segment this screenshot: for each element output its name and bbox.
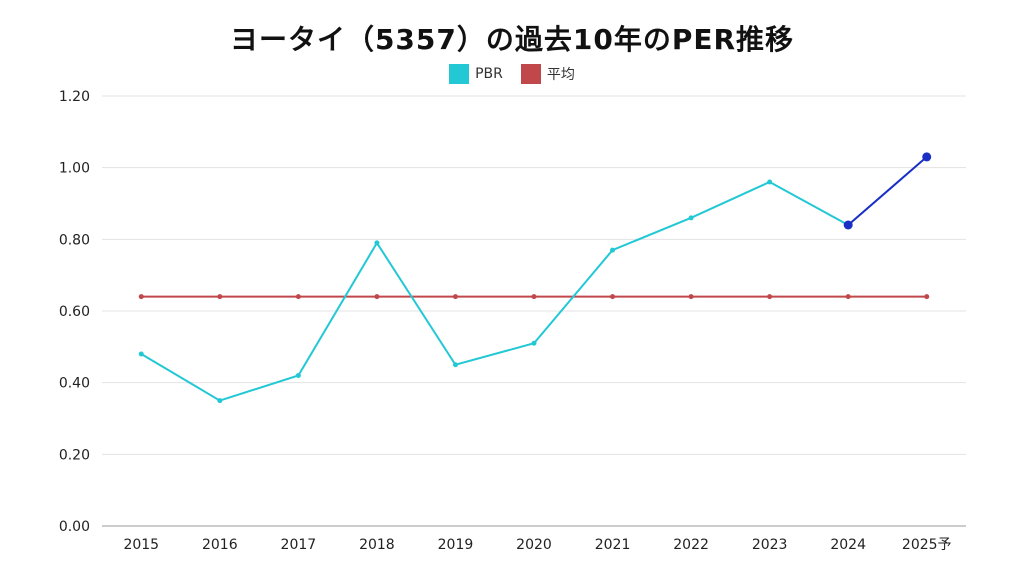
legend-swatch-pbr xyxy=(449,64,470,84)
average-point xyxy=(138,294,144,300)
average-point xyxy=(531,294,537,300)
pbr-point xyxy=(610,247,616,253)
average-point xyxy=(924,294,930,300)
x-tick-label: 2018 xyxy=(359,537,395,553)
pbr-point xyxy=(922,152,932,162)
y-tick-label: 0.40 xyxy=(59,376,90,392)
average-point xyxy=(452,294,458,300)
average-point xyxy=(295,294,301,300)
average-point xyxy=(610,294,616,300)
series-line-pbr-forecast xyxy=(847,156,928,226)
y-tick-label: 0.00 xyxy=(59,519,90,535)
legend-item-average[interactable]: 平均 xyxy=(520,64,575,84)
y-tick-label: 0.80 xyxy=(59,232,90,248)
x-tick-label: 2019 xyxy=(438,537,474,553)
pbr-point xyxy=(452,362,458,368)
x-tick-label: 2017 xyxy=(281,537,317,553)
y-tick-label: 0.20 xyxy=(59,447,90,463)
pbr-point xyxy=(767,179,773,185)
y-tick-label: 1.00 xyxy=(59,161,90,177)
x-tick-label: 2015 xyxy=(123,537,159,553)
pbr-point xyxy=(138,351,144,357)
x-tick-label: 2023 xyxy=(752,537,788,553)
pbr-point xyxy=(374,240,380,246)
average-point xyxy=(374,294,380,300)
x-tick-label: 2024 xyxy=(830,537,866,553)
legend-swatch-average xyxy=(520,64,541,84)
x-tick-label: 2020 xyxy=(516,537,552,553)
average-point xyxy=(845,294,851,300)
legend-item-pbr[interactable]: PBR xyxy=(449,64,503,84)
legend-label-pbr: PBR xyxy=(475,66,503,82)
chart-title: ヨータイ（5357）の過去10年のPER推移 xyxy=(229,23,795,56)
pbr-point xyxy=(688,215,694,221)
legend-label-average: 平均 xyxy=(546,67,575,83)
x-tick-label: 2021 xyxy=(595,537,631,553)
legend: PBR 平均 xyxy=(0,64,1024,84)
average-point xyxy=(217,294,223,300)
series-line-pbr xyxy=(140,180,849,402)
average-point xyxy=(767,294,773,300)
x-tick-label: 2016 xyxy=(202,537,238,553)
pbr-point xyxy=(217,398,223,404)
pbr-point xyxy=(843,220,853,230)
pbr-point xyxy=(295,373,301,378)
average-point xyxy=(688,294,694,300)
y-tick-label: 1.20 xyxy=(59,89,90,105)
y-tick-label: 0.60 xyxy=(59,304,90,320)
x-tick-label: 2025予 xyxy=(902,537,952,553)
x-tick-label: 2022 xyxy=(673,537,709,553)
pbr-point xyxy=(531,340,537,346)
